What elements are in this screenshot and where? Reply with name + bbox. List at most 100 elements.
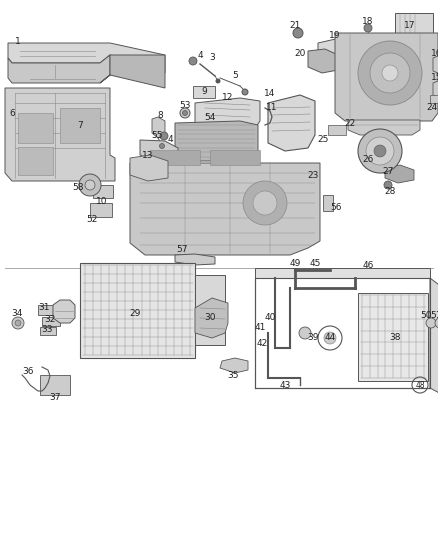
Text: 36: 36	[22, 367, 34, 376]
Polygon shape	[130, 155, 168, 181]
Circle shape	[183, 110, 187, 116]
Bar	[193, 86, 215, 98]
Text: 16: 16	[431, 49, 438, 58]
Text: 21: 21	[290, 20, 301, 29]
Polygon shape	[152, 117, 165, 138]
Polygon shape	[308, 49, 338, 73]
Text: 41: 41	[254, 324, 266, 333]
Text: 4: 4	[197, 51, 203, 60]
Circle shape	[299, 327, 311, 339]
Text: 33: 33	[41, 325, 53, 334]
Text: 53: 53	[179, 101, 191, 109]
Text: 1: 1	[15, 36, 21, 45]
Circle shape	[324, 332, 336, 344]
Bar	[430, 95, 438, 103]
Bar	[18, 147, 53, 175]
Circle shape	[358, 129, 402, 173]
Text: 37: 37	[49, 393, 61, 402]
Circle shape	[384, 181, 392, 189]
Polygon shape	[53, 300, 75, 323]
Circle shape	[374, 145, 386, 157]
Polygon shape	[220, 358, 248, 373]
Text: 56: 56	[330, 204, 342, 213]
Circle shape	[358, 41, 422, 105]
Circle shape	[15, 320, 21, 326]
Text: 28: 28	[384, 187, 396, 196]
Text: 34: 34	[11, 309, 23, 318]
Polygon shape	[175, 254, 215, 265]
Bar	[40, 375, 70, 395]
Text: 54: 54	[204, 114, 215, 123]
Polygon shape	[433, 56, 438, 73]
Polygon shape	[430, 278, 438, 395]
Circle shape	[85, 180, 95, 190]
Bar	[90, 203, 112, 217]
Bar	[358, 293, 428, 381]
Text: 46: 46	[362, 261, 374, 270]
Text: 26: 26	[362, 155, 374, 164]
Text: 50: 50	[420, 311, 432, 319]
Text: 32: 32	[44, 316, 56, 325]
Polygon shape	[335, 33, 438, 121]
Text: 24: 24	[426, 103, 438, 112]
Text: 5: 5	[232, 70, 238, 79]
Polygon shape	[385, 165, 414, 183]
Text: 14: 14	[264, 88, 276, 98]
Text: 38: 38	[389, 334, 401, 343]
Polygon shape	[5, 88, 115, 181]
Text: 58: 58	[72, 183, 84, 192]
Text: 39: 39	[307, 333, 319, 342]
Polygon shape	[140, 140, 178, 163]
Text: 18: 18	[362, 18, 374, 27]
Text: 10: 10	[96, 197, 108, 206]
Circle shape	[366, 137, 394, 165]
Bar	[195, 275, 225, 345]
Polygon shape	[8, 55, 110, 83]
Text: 3: 3	[209, 52, 215, 61]
Polygon shape	[130, 163, 320, 255]
Polygon shape	[100, 55, 165, 88]
Text: 12: 12	[223, 93, 234, 101]
Circle shape	[382, 65, 398, 81]
Bar	[395, 13, 433, 43]
Text: 27: 27	[382, 166, 394, 175]
Bar	[38, 305, 53, 315]
Text: 44: 44	[325, 334, 336, 343]
Text: 13: 13	[142, 150, 154, 159]
Circle shape	[216, 79, 220, 83]
Text: 9: 9	[201, 86, 207, 95]
Text: 35: 35	[227, 370, 239, 379]
Circle shape	[435, 318, 438, 328]
Text: 48: 48	[415, 381, 425, 390]
Bar	[40, 327, 56, 335]
Text: 11: 11	[266, 103, 278, 112]
Circle shape	[189, 57, 197, 65]
Text: 40: 40	[264, 313, 276, 322]
Text: 23: 23	[307, 171, 319, 180]
Text: 29: 29	[129, 309, 141, 318]
Text: 52: 52	[86, 215, 98, 224]
Polygon shape	[255, 268, 430, 278]
Bar	[18, 113, 53, 143]
Polygon shape	[268, 95, 315, 151]
Text: 42: 42	[256, 338, 268, 348]
Circle shape	[180, 108, 190, 118]
Text: 49: 49	[290, 259, 301, 268]
Text: 20: 20	[294, 49, 306, 58]
Polygon shape	[175, 121, 258, 161]
Text: 51: 51	[430, 311, 438, 319]
Bar	[323, 195, 333, 211]
Text: 17: 17	[404, 20, 416, 29]
Text: 55: 55	[151, 132, 163, 141]
Text: 6: 6	[9, 109, 15, 117]
Bar	[328, 125, 346, 135]
Polygon shape	[8, 43, 165, 73]
Circle shape	[242, 89, 248, 95]
Polygon shape	[433, 81, 438, 98]
Text: 22: 22	[344, 118, 356, 127]
Bar	[60, 108, 100, 143]
Circle shape	[160, 132, 168, 140]
Text: 31: 31	[38, 303, 50, 312]
Text: 43: 43	[279, 381, 291, 390]
Text: 45: 45	[309, 259, 321, 268]
